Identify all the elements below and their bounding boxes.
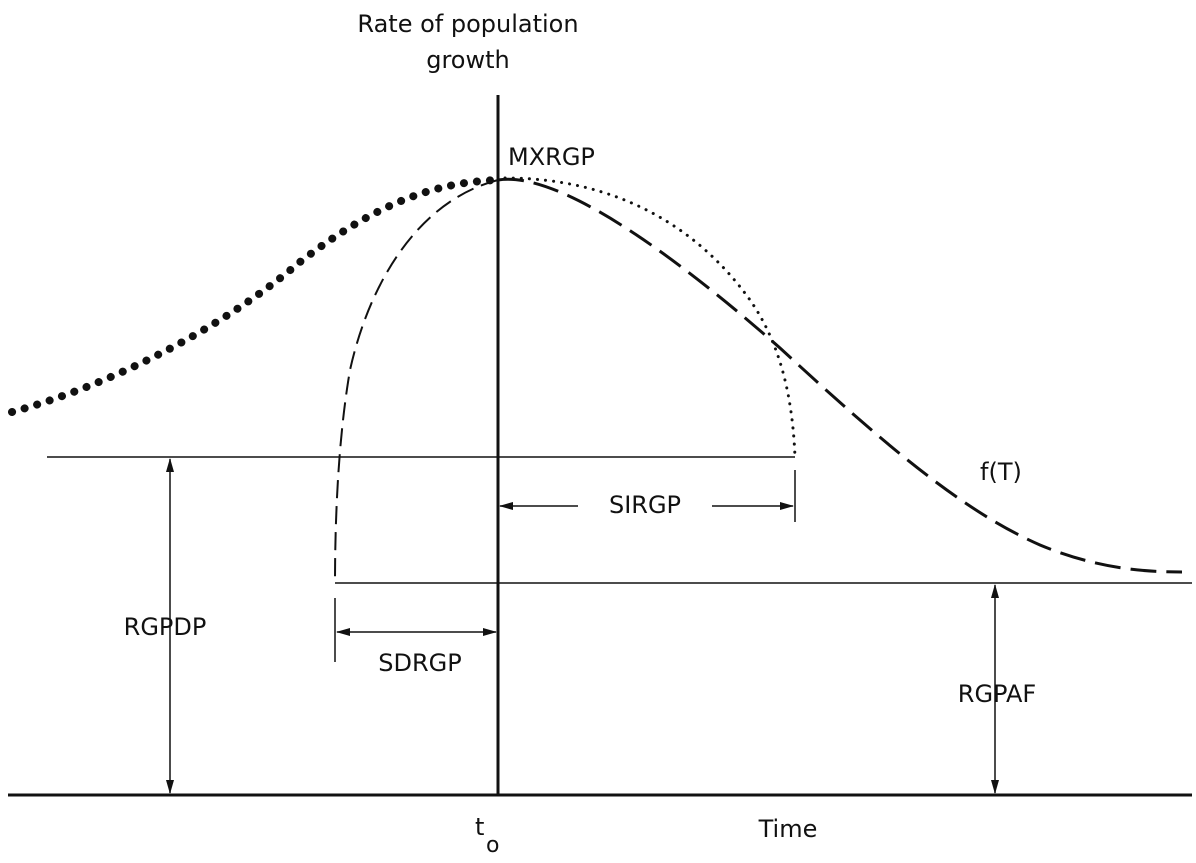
f-t-curve [497,177,1183,574]
axis-label-line: Rate of population [357,10,578,38]
t0-subscript: o [486,833,499,858]
t0-label: t [475,813,484,841]
rgpdp-label: RGPDP [124,613,207,641]
dotted-curve-left [8,176,502,416]
sirgp-label: SIRGP [609,491,681,519]
dashed-curve-left [334,179,499,584]
curve-label: f(T) [980,458,1022,486]
axis-label-line: growth [426,46,510,74]
peak-label: MXRGP [508,143,595,171]
time-label: Time [758,815,818,843]
sdrgp-label: SDRGP [378,649,461,677]
dotted-curve-right [503,176,797,459]
rgpaf-label: RGPAF [958,680,1036,708]
